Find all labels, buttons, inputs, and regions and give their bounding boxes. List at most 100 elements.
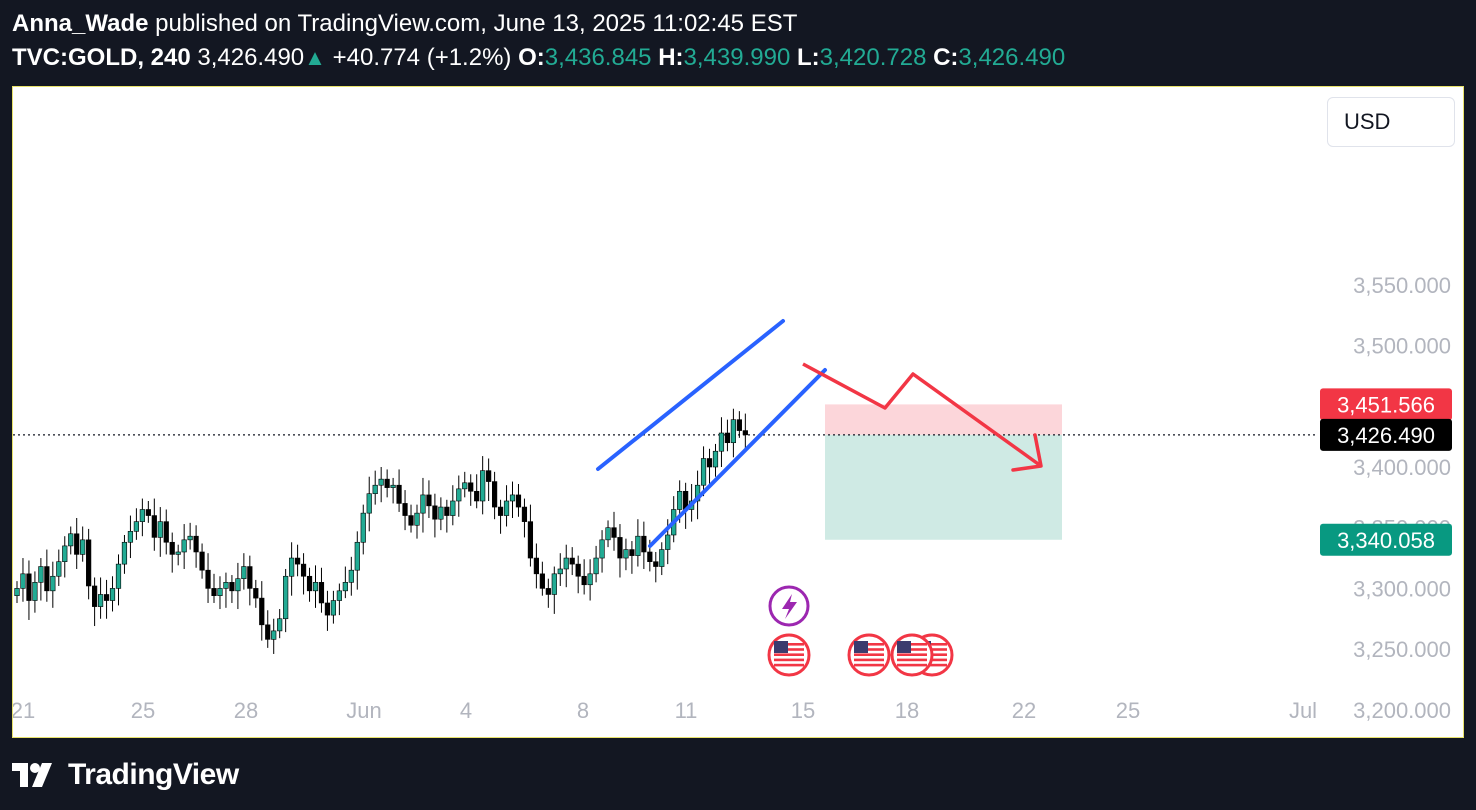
- candle: [515, 483, 522, 517]
- economic-events: [767, 585, 954, 677]
- candle: [145, 500, 151, 523]
- stop-price-tag: [1320, 388, 1452, 421]
- candle: [551, 566, 557, 614]
- candle: [384, 469, 390, 498]
- symbol-line: TVC:GOLD, 240 3,426.490▲ +40.774 (+1.2%)…: [12, 44, 1065, 72]
- candle: [360, 504, 366, 555]
- candle: [563, 544, 569, 588]
- candle: [289, 542, 295, 596]
- current-price-label: 3,426.490: [1337, 423, 1435, 448]
- candle: [402, 490, 408, 531]
- channel-lower-line[interactable]: [648, 368, 827, 548]
- candle: [623, 538, 629, 571]
- candle: [474, 474, 480, 509]
- candle: [312, 565, 319, 608]
- candle: [92, 577, 98, 627]
- tradingview-logo-icon: [12, 763, 52, 787]
- candle: [503, 485, 510, 527]
- target-price-label: 3,340.058: [1337, 528, 1435, 553]
- candle: [68, 526, 74, 555]
- candle: [533, 543, 539, 589]
- candle: [587, 559, 593, 601]
- x-tick-label: Jul: [1289, 698, 1317, 723]
- y-tick-label: 3,200.000: [1353, 698, 1451, 723]
- target-price-tag: [1320, 523, 1452, 556]
- candle: [605, 520, 611, 548]
- candle: [730, 408, 736, 458]
- candle: [521, 498, 528, 538]
- candle: [56, 549, 62, 586]
- candle: [569, 547, 575, 576]
- candle: [169, 532, 175, 573]
- us-flag-icon[interactable]: [847, 633, 891, 677]
- candle: [193, 525, 199, 568]
- candle: [26, 560, 32, 620]
- candle: [629, 541, 635, 574]
- chart-panel[interactable]: 3,200.0003,250.0003,300.0003,350.0003,40…: [12, 86, 1464, 738]
- projection-arrow-path[interactable]: [802, 362, 1043, 468]
- candle: [205, 553, 211, 603]
- arrow-head-icon: [1011, 433, 1043, 472]
- tradingview-logo[interactable]: TradingView: [12, 758, 239, 792]
- low-value: 3,420.728: [819, 44, 927, 71]
- candle: [62, 536, 68, 578]
- candle: [336, 583, 342, 616]
- candle: [390, 477, 396, 504]
- candle: [736, 411, 742, 438]
- price-change: +40.774 (+1.2%): [332, 44, 512, 71]
- candle: [700, 446, 707, 497]
- candle: [211, 573, 217, 603]
- candle: [133, 508, 139, 540]
- open-value: 3,436.845: [544, 44, 652, 71]
- candle: [706, 448, 713, 484]
- candle: [38, 558, 44, 601]
- x-tick-label: 18: [895, 698, 919, 723]
- symbol-name[interactable]: TVC:GOLD, 240: [12, 44, 191, 71]
- candle: [372, 470, 378, 505]
- author-name[interactable]: Anna_Wade: [12, 10, 149, 37]
- y-tick-label: 3,500.000: [1353, 334, 1451, 359]
- candle: [480, 456, 486, 515]
- candle: [527, 504, 534, 567]
- candle: [611, 511, 617, 551]
- candle: [217, 576, 223, 610]
- candle: [157, 507, 163, 557]
- stop-loss-zone[interactable]: [825, 404, 1062, 435]
- publish-line: Anna_Wade published on TradingView.com, …: [12, 10, 797, 38]
- y-tick-label: 3,300.000: [1353, 576, 1451, 601]
- candle: [617, 524, 623, 578]
- candle: [509, 481, 516, 518]
- candle: [300, 553, 307, 595]
- candle: [187, 522, 193, 550]
- x-tick-label: Jun: [346, 698, 381, 723]
- candle: [20, 558, 26, 602]
- us-flag-icon[interactable]: [767, 633, 811, 677]
- x-axis: 21 25 28 Jun 4 8 11 15 18 22 25 Jul: [13, 698, 1317, 723]
- candle: [241, 553, 247, 590]
- y-axis: 3,200.0003,250.0003,300.0003,350.0003,40…: [1353, 273, 1451, 723]
- close-label: C:: [933, 44, 959, 71]
- currency-button[interactable]: USD: [1327, 97, 1455, 147]
- candle: [283, 568, 289, 633]
- candle: [163, 509, 169, 555]
- x-tick-label: 15: [791, 698, 815, 723]
- price-chart[interactable]: 3,200.0003,250.0003,300.0003,350.0003,40…: [13, 87, 1464, 738]
- candle: [199, 543, 205, 579]
- brand-name: TradingView: [68, 758, 239, 791]
- low-label: L:: [796, 44, 820, 71]
- candles: [14, 408, 748, 654]
- candle: [109, 576, 116, 612]
- candle: [420, 477, 426, 533]
- high-label: H:: [658, 44, 684, 71]
- lightning-event-icon[interactable]: [768, 585, 810, 627]
- us-flag-icon[interactable]: [890, 633, 934, 677]
- candle: [318, 567, 325, 613]
- channel-upper-line[interactable]: [596, 319, 785, 471]
- candle: [593, 545, 599, 583]
- take-profit-zone[interactable]: [825, 434, 1062, 540]
- candle: [229, 575, 235, 603]
- candle: [97, 577, 104, 619]
- candle: [653, 551, 659, 583]
- y-tick-label: 3,400.000: [1353, 455, 1451, 480]
- open-label: O:: [518, 44, 545, 71]
